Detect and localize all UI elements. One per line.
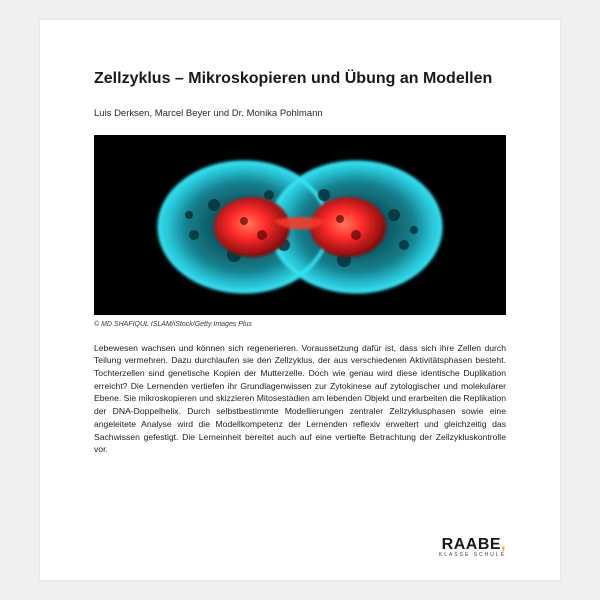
hero-figure xyxy=(94,135,506,315)
page-title: Zellzyklus – Mikroskopieren und Übung an… xyxy=(94,68,506,90)
document-page: Zellzyklus – Mikroskopieren und Übung an… xyxy=(40,20,560,580)
author-line: Luis Derksen, Marcel Beyer und Dr. Monik… xyxy=(94,108,506,119)
logo-subtitle: KLASSE SCHULE xyxy=(439,552,506,558)
publisher-logo: RAABE, KLASSE SCHULE xyxy=(439,536,506,558)
image-credit: © MD SHAFIQUL ISLAM/iStock/Getty Images … xyxy=(94,321,506,328)
cell-division-illustration xyxy=(94,135,506,315)
logo-word: RAABE xyxy=(442,536,501,553)
logo-comma-icon: , xyxy=(501,536,506,553)
body-paragraph: Lebewesen wachsen und können sich regene… xyxy=(94,342,506,456)
